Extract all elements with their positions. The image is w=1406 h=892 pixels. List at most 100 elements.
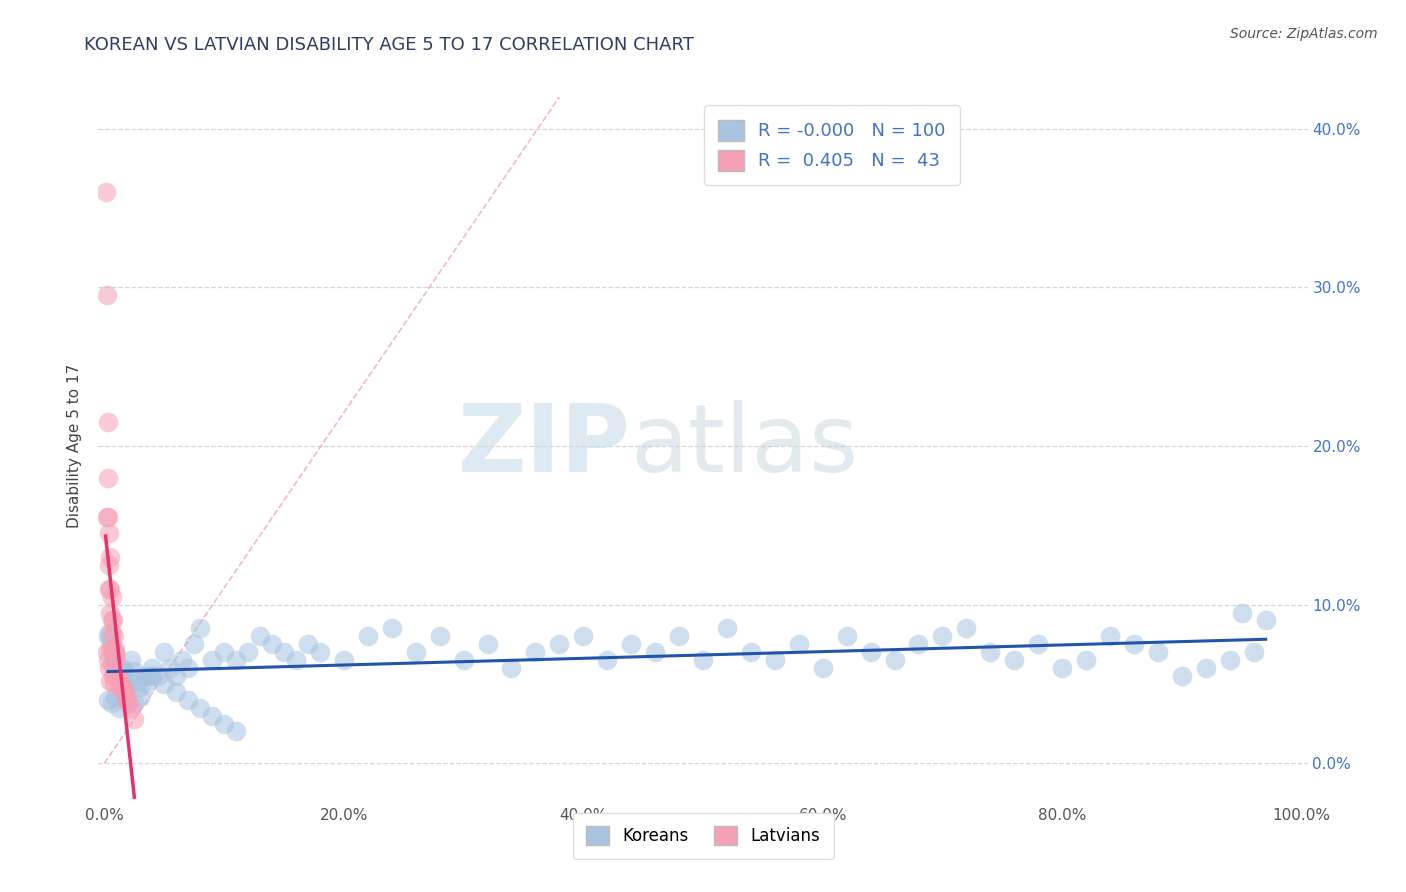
Point (111, 680, 134, 694)
Point (104, 669, 127, 683)
Legend: Koreans, Latvians: Koreans, Latvians (572, 813, 834, 859)
Point (98, 626, 121, 640)
Point (273, 645, 295, 659)
Point (96, 645, 118, 659)
Point (104, 645, 127, 659)
Point (135, 677, 157, 691)
Point (100, 696, 122, 710)
Point (103, 653, 125, 667)
Point (124, 664, 146, 678)
Point (453, 653, 475, 667)
Point (117, 680, 139, 694)
Point (787, 637, 810, 651)
Point (100, 582, 122, 596)
Point (127, 673, 149, 688)
Point (110, 680, 132, 694)
Point (835, 629, 858, 643)
Point (225, 653, 247, 667)
Point (115, 677, 138, 691)
Text: atlas: atlas (630, 400, 859, 492)
Point (97, 415, 120, 429)
Point (100, 626, 122, 640)
Point (97, 629, 120, 643)
Point (381, 621, 404, 635)
Point (153, 645, 176, 659)
Point (763, 653, 786, 667)
Point (103, 677, 125, 691)
Point (107, 664, 129, 678)
Point (98, 661, 121, 675)
Point (100, 590, 122, 604)
Point (1026, 637, 1049, 651)
Point (100, 606, 122, 620)
Point (139, 669, 162, 683)
Point (1230, 606, 1253, 620)
Point (297, 637, 319, 651)
Point (114, 669, 136, 683)
Point (112, 683, 135, 698)
Point (284, 653, 307, 667)
Point (177, 661, 200, 675)
Point (115, 690, 138, 704)
Point (309, 645, 332, 659)
Point (115, 685, 138, 699)
Point (1050, 661, 1073, 675)
Point (115, 692, 138, 706)
Point (111, 661, 134, 675)
Point (108, 677, 131, 691)
Point (236, 645, 259, 659)
Point (333, 653, 356, 667)
Point (100, 549, 122, 564)
Point (249, 629, 271, 643)
Point (716, 621, 738, 635)
Point (1195, 661, 1218, 675)
Point (477, 637, 499, 651)
Point (979, 645, 1001, 659)
Point (98, 558, 121, 572)
Point (107, 700, 129, 714)
Point (183, 637, 205, 651)
Point (357, 629, 380, 643)
Point (117, 696, 139, 710)
Point (107, 669, 129, 683)
Point (107, 673, 129, 688)
Point (1254, 614, 1277, 628)
Point (644, 645, 666, 659)
Point (98, 526, 121, 541)
Point (172, 653, 194, 667)
Point (859, 645, 882, 659)
Point (159, 661, 181, 675)
Point (1099, 629, 1122, 643)
Point (1171, 669, 1194, 683)
Point (112, 664, 135, 678)
Point (104, 642, 127, 657)
Y-axis label: Disability Age 5 to 17: Disability Age 5 to 17 (67, 364, 83, 528)
Point (1219, 653, 1241, 667)
Point (105, 648, 128, 663)
Point (129, 680, 152, 694)
Point (548, 637, 571, 651)
Point (120, 700, 142, 714)
Point (103, 653, 125, 667)
Point (524, 645, 547, 659)
Point (120, 653, 142, 667)
Text: KOREAN VS LATVIAN DISABILITY AGE 5 TO 17 CORRELATION CHART: KOREAN VS LATVIAN DISABILITY AGE 5 TO 17… (84, 36, 695, 54)
Point (212, 716, 235, 731)
Point (105, 657, 128, 672)
Point (1074, 653, 1097, 667)
Point (100, 642, 122, 657)
Point (931, 629, 953, 643)
Point (201, 653, 224, 667)
Point (97, 510, 120, 524)
Point (141, 669, 163, 683)
Point (129, 690, 152, 704)
Point (97, 653, 120, 667)
Point (596, 653, 619, 667)
Point (108, 669, 131, 683)
Point (100, 614, 122, 628)
Point (96, 288, 118, 302)
Point (101, 614, 124, 628)
Point (100, 632, 122, 647)
Point (153, 677, 176, 691)
Point (114, 686, 136, 700)
